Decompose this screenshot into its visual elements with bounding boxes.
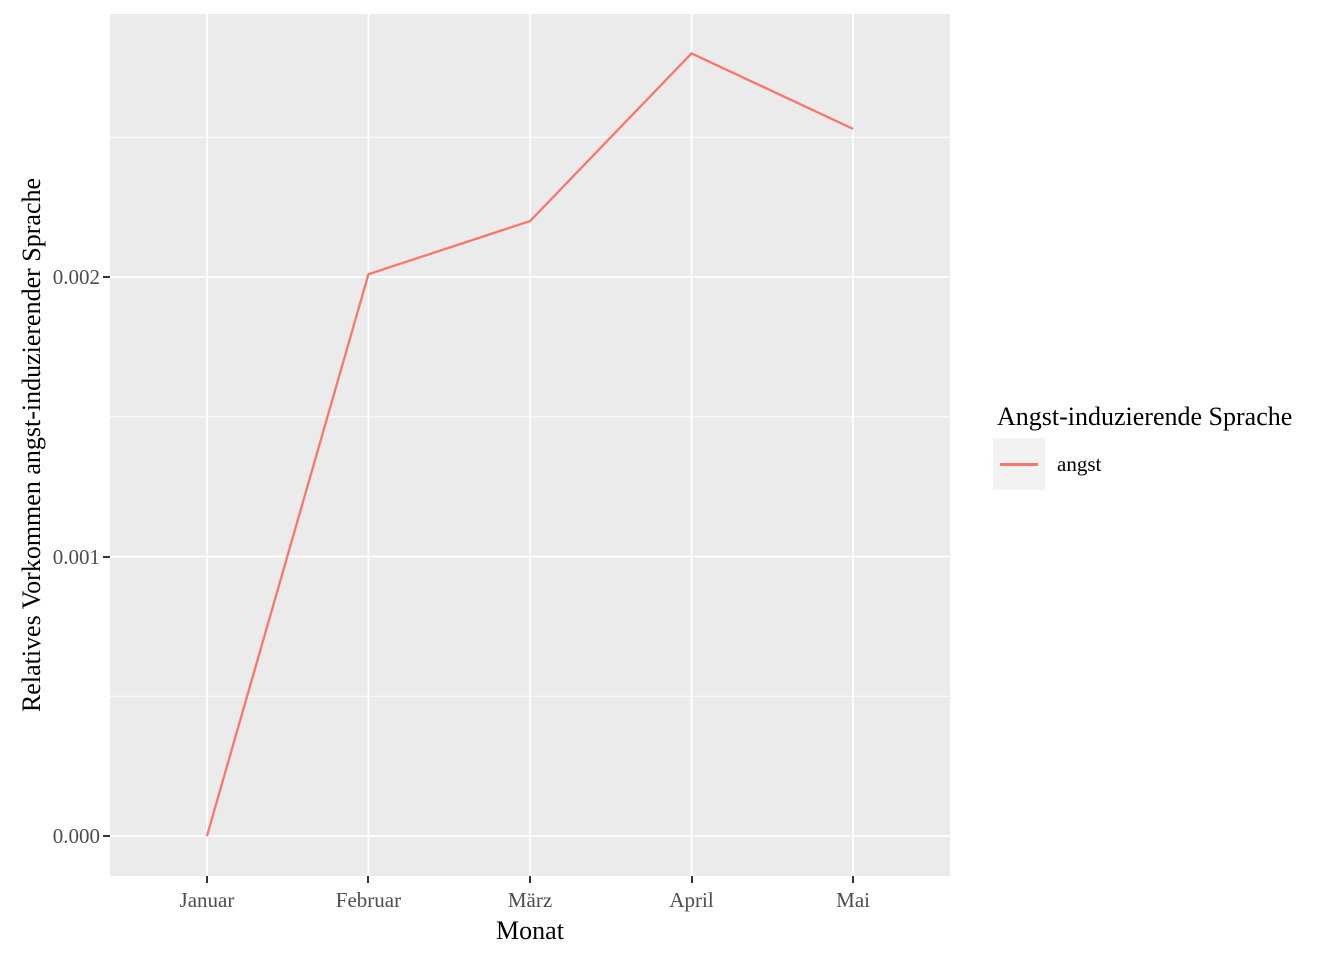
x-tick-mark — [205, 876, 208, 883]
legend-item-angst: angst — [993, 438, 1333, 490]
x-tick-mark — [529, 876, 531, 883]
x-tick-mark — [690, 876, 693, 883]
x-axis-title: Monat — [496, 916, 564, 945]
legend-key-line-icon — [1000, 462, 1038, 466]
legend-key-swatch — [993, 438, 1045, 490]
y-tick-label: 0.000 — [52, 824, 100, 849]
data-line-angst — [205, 52, 854, 837]
x-tick-mark — [852, 876, 855, 883]
x-tick-label: März — [507, 888, 553, 912]
y-tick-label: 0.002 — [52, 265, 100, 290]
y-tick-label: 0.001 — [52, 544, 100, 569]
x-tick-label: Mai — [836, 888, 870, 912]
plot-panel — [110, 14, 950, 876]
y-tick-mark — [103, 276, 110, 279]
legend-item-label: angst — [1057, 451, 1102, 476]
legend: Angst-induzierende Sprache angst — [993, 402, 1333, 490]
y-axis-title: Relatives Vorkommen angst-induzierender … — [17, 177, 46, 713]
legend-title: Angst-induzierende Sprache — [997, 402, 1293, 431]
y-tick-mark — [103, 835, 110, 838]
x-tick-label: April — [669, 888, 714, 912]
plot-canvas — [110, 14, 950, 876]
x-tick-label: Februar — [335, 888, 402, 912]
y-tick-mark — [103, 555, 110, 558]
x-tick-mark — [367, 876, 370, 883]
x-tick-label: Januar — [179, 888, 235, 912]
